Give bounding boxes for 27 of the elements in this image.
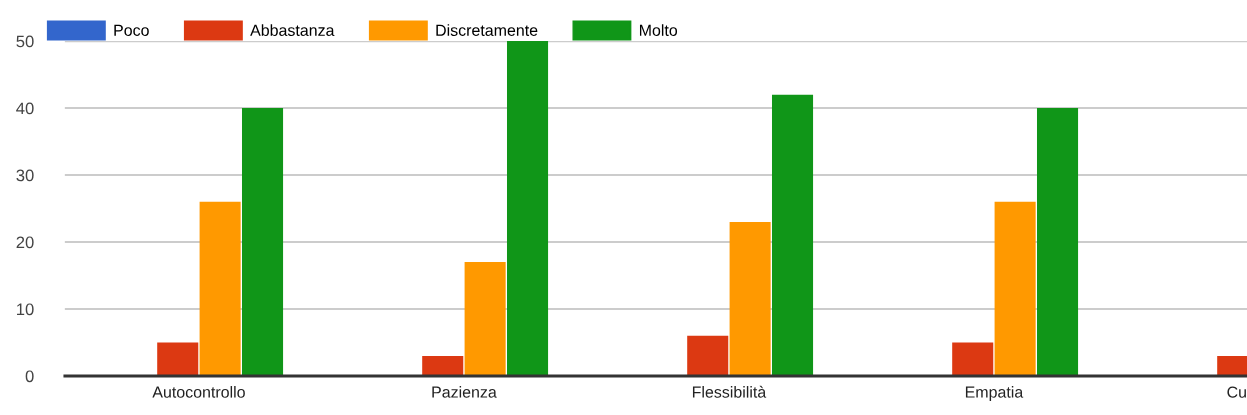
bar <box>506 41 549 376</box>
x-tick-label: Pazienza <box>432 386 497 398</box>
y-tick-label: 10 <box>17 303 34 316</box>
bar <box>464 262 506 376</box>
y-tick-label: 30 <box>16 169 34 182</box>
bar <box>242 108 284 376</box>
bar <box>422 355 464 376</box>
bar <box>1036 108 1079 376</box>
bar <box>199 201 241 376</box>
y-tick-label: 50 <box>16 35 34 48</box>
y-tick-label: 0 <box>25 370 34 383</box>
legend-label: Abbastanza <box>250 24 335 36</box>
bar <box>994 201 1036 376</box>
bar <box>729 221 771 376</box>
bar <box>952 342 994 376</box>
x-tick-label: Cu <box>1227 386 1246 398</box>
y-tick-label: 40 <box>16 102 34 115</box>
bar <box>771 94 814 376</box>
y-tick-label: 20 <box>16 236 34 249</box>
legend-label: Discretamente <box>436 24 538 36</box>
bar <box>687 335 729 376</box>
x-tick-label: Empatia <box>965 386 1024 401</box>
legend-label: Poco <box>114 24 149 36</box>
x-tick-label: Flessibilità <box>692 385 767 398</box>
x-tick-label: Autocontrollo <box>152 386 245 398</box>
bar <box>157 342 199 376</box>
legend-label: Molto <box>639 24 678 36</box>
